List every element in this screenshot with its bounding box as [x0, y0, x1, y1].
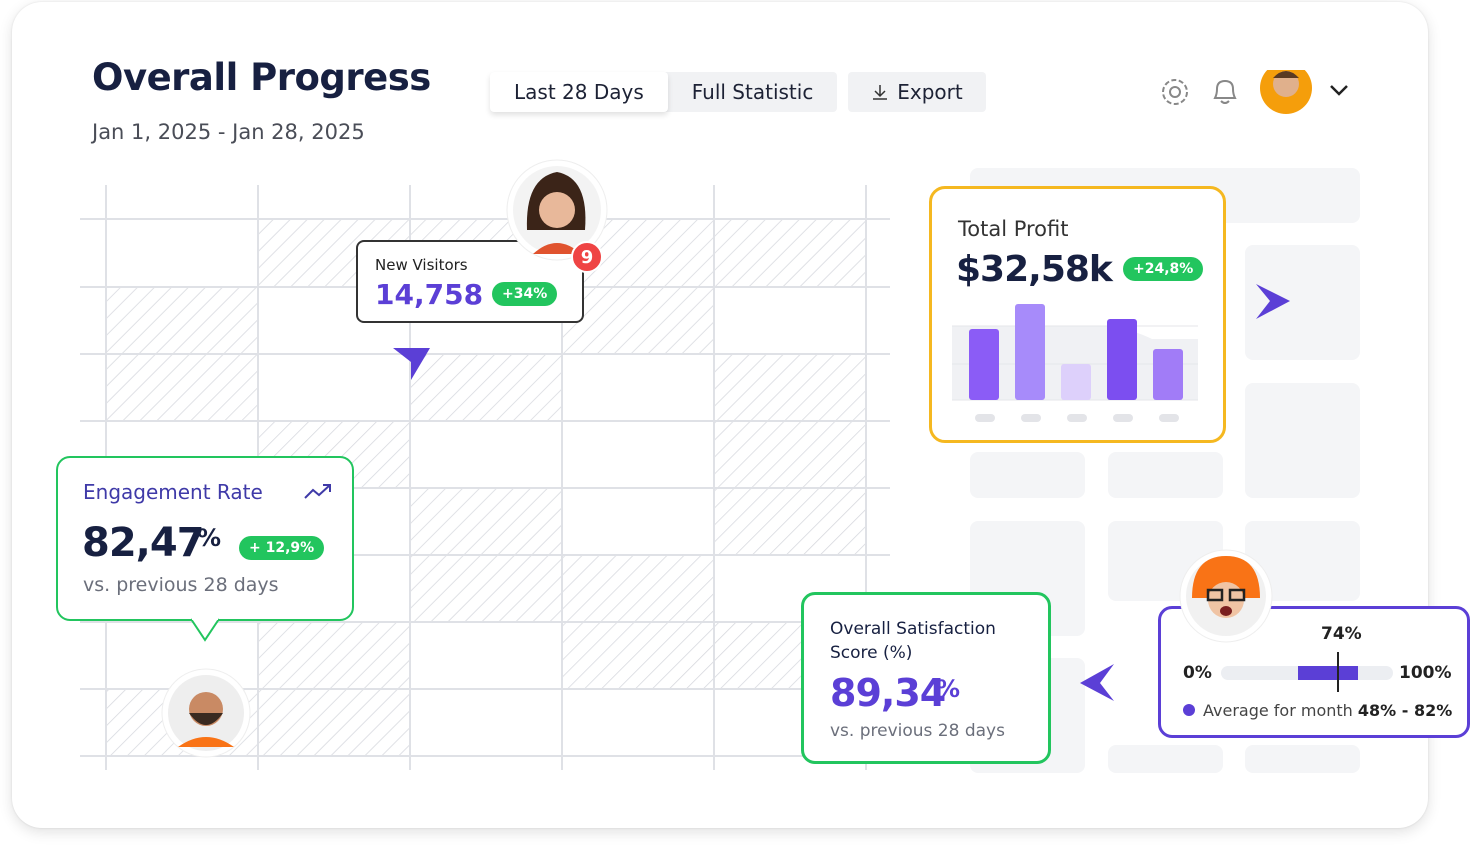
- mini-bar-chart: [952, 304, 1198, 422]
- card-label: Overall Satisfaction Score (%): [830, 619, 996, 663]
- card-label: Engagement Rate: [83, 480, 263, 504]
- export-label: Export: [897, 80, 963, 104]
- hatched-cell: [714, 488, 866, 555]
- gauge-legend: Average for month 48% - 82%: [1183, 701, 1452, 720]
- comparison: vs. previous 28 days: [830, 721, 1005, 741]
- card-label: New Visitors: [375, 256, 468, 274]
- settings-icon[interactable]: [1162, 79, 1188, 105]
- export-button[interactable]: Export: [848, 72, 986, 112]
- notification-icon[interactable]: [1213, 79, 1237, 104]
- gauge-marker: [1337, 652, 1339, 692]
- gauge-avatar: [1179, 549, 1273, 643]
- page-title: Overall Progress: [92, 56, 431, 99]
- placeholder-block: [1245, 521, 1360, 601]
- legend-prefix: Average for month: [1203, 701, 1353, 720]
- cursor-arrow: [1080, 664, 1114, 701]
- tab[interactable]: Last 28 Days: [490, 72, 668, 112]
- satisfaction-card: Overall Satisfaction Score (%) 89,34 % v…: [801, 592, 1051, 764]
- gauge-current: 74%: [1321, 624, 1362, 644]
- badge-circle: [571, 241, 603, 273]
- engagement-avatar: [161, 668, 251, 758]
- engagement-card: Engagement Rate 82,47 % + 12,9% vs. prev…: [56, 456, 354, 621]
- change-badge: +34%: [492, 282, 558, 306]
- tab[interactable]: Full Statistic: [668, 72, 838, 112]
- gauge-min: 0%: [1183, 663, 1212, 683]
- hatched-cell: [714, 421, 866, 488]
- placeholder-block: [1245, 745, 1360, 773]
- hatched-cell: [714, 354, 866, 421]
- trend-icon: [304, 484, 331, 499]
- card-value: 14,758: [375, 278, 484, 311]
- placeholder-block: [1108, 452, 1223, 498]
- x-placeholders: [975, 414, 1179, 422]
- header-icons: [1162, 70, 1348, 114]
- hatched-cell: [410, 555, 562, 622]
- card-value: 82,47: [82, 520, 205, 566]
- change-badge: +24,8%: [1123, 257, 1204, 281]
- notification-badge: 9: [581, 247, 594, 268]
- placeholder-block: [970, 452, 1085, 498]
- hatched-cell: [106, 354, 258, 421]
- card-value: 89,34: [830, 671, 946, 715]
- hatched-cell: [562, 622, 714, 689]
- hatched-cell: [258, 689, 410, 756]
- legend-range: 48% - 82%: [1357, 701, 1453, 720]
- cursor-arrow: [1256, 284, 1290, 319]
- hatched-cell: [714, 219, 866, 287]
- bar: [969, 329, 999, 400]
- hatched-cell: [562, 287, 714, 354]
- card-label: Total Profit: [958, 217, 1069, 241]
- hatched-cell: [106, 287, 258, 354]
- card-value: $32,58k: [956, 249, 1113, 290]
- bar: [1061, 364, 1091, 400]
- value-unit: %: [936, 675, 961, 703]
- cursor-arrow: [393, 348, 430, 380]
- download-icon: [873, 85, 888, 100]
- hatched-cell: [410, 488, 562, 555]
- tab-bar: Last 28 Days Full Statistic: [490, 72, 838, 112]
- visitor-avatar: 9: [506, 159, 608, 273]
- placeholder-block: [1108, 745, 1223, 773]
- user-avatar[interactable]: [1260, 70, 1312, 114]
- hatched-cell: [258, 622, 410, 689]
- gauge-range: [1298, 666, 1358, 680]
- callout-tail: [190, 618, 220, 642]
- bar: [1107, 319, 1137, 400]
- bar: [1015, 304, 1045, 400]
- total-profit-card: Total Profit $32,58k +24,8%: [929, 186, 1226, 443]
- gauge-max: 100%: [1399, 663, 1452, 683]
- change-badge: + 12,9%: [239, 536, 325, 560]
- date-range: Jan 1, 2025 - Jan 28, 2025: [92, 120, 365, 144]
- comparison: vs. previous 28 days: [83, 574, 279, 596]
- placeholder-block: [1245, 383, 1360, 498]
- value-unit: %: [197, 524, 222, 552]
- dropdown-chevron[interactable]: [1330, 85, 1348, 96]
- bar: [1153, 349, 1183, 400]
- hatched-cell: [562, 555, 714, 622]
- placeholder-block: [1245, 245, 1360, 360]
- legend-dot: [1183, 704, 1195, 716]
- hatched-cell: [410, 354, 562, 421]
